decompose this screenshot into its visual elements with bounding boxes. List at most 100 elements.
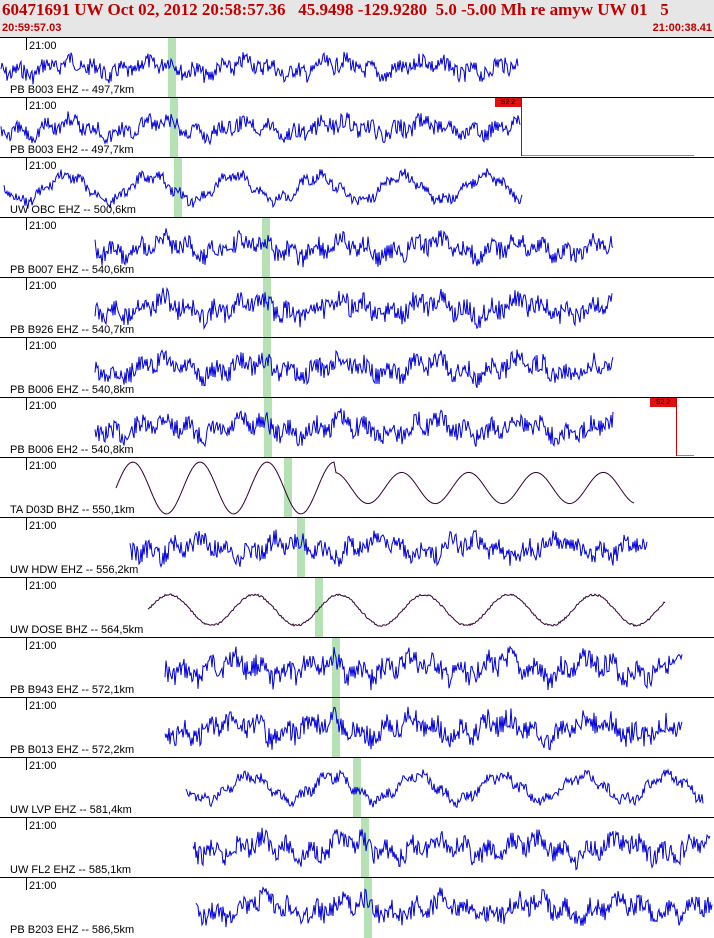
pick-marker[interactable] — [263, 338, 271, 398]
station-label: UW HDW EHZ -- 556,2km — [10, 564, 139, 576]
pick-marker[interactable] — [361, 818, 369, 878]
trace-panel[interactable]: 21:00 PB B007 EHZ -- 540,6km — [0, 217, 714, 278]
window-start-time: 20:59:57.03 — [2, 22, 62, 34]
trace-panel[interactable]: 21:00 UW FL2 EHZ -- 585,1km — [0, 817, 714, 878]
trace-panel[interactable]: 21:00 PB B203 EHZ -- 586,5km — [0, 877, 714, 938]
phase-flag[interactable]: S2 2 — [495, 98, 521, 107]
event-header: 60471691 UW Oct 02, 2012 20:58:57.36 45.… — [0, 0, 714, 37]
waveform-trace — [129, 529, 648, 569]
time-tick — [26, 398, 27, 410]
waveform-line — [94, 349, 614, 389]
waveform-line — [115, 461, 635, 515]
time-tick — [26, 758, 27, 770]
station-label: PB B203 EHZ -- 586,5km — [10, 924, 135, 936]
time-tick — [26, 638, 27, 650]
trace-panel[interactable]: 21:00 S2 2 PB B003 EH2 -- 497,7km — [0, 97, 714, 158]
waveform-trace — [94, 228, 614, 268]
time-tick-label: 21:00 — [29, 700, 57, 712]
waveform-line — [195, 886, 713, 928]
waveform-trace — [0, 111, 521, 146]
phase-flag-line — [676, 398, 677, 456]
flat-segment — [522, 155, 694, 156]
time-tick-label: 21:00 — [29, 280, 57, 292]
waveform-line — [147, 593, 666, 627]
station-label: PB B003 EHZ -- 497,7km — [10, 84, 135, 96]
waveform-trace — [3, 168, 523, 210]
trace-panel[interactable]: 21:00 PB B926 EHZ -- 540,7km — [0, 277, 714, 338]
time-tick-label: 21:00 — [29, 340, 57, 352]
phase-flag[interactable]: S2 2 — [650, 398, 676, 407]
phase-flag-line — [521, 98, 522, 156]
station-label: UW DOSE BHZ -- 564,5km — [10, 624, 144, 636]
station-label: UW LVP EHZ -- 581,4km — [10, 804, 132, 816]
trace-panel[interactable]: 21:00 UW DOSE BHZ -- 564,5km — [0, 577, 714, 638]
time-tick-label: 21:00 — [29, 160, 57, 172]
trace-panel[interactable]: 21:00 PB B013 EHZ -- 572,2km — [0, 697, 714, 758]
waveform-line — [0, 111, 521, 146]
time-tick-label: 21:00 — [29, 820, 57, 832]
trace-panel[interactable]: 21:00 PB B943 EHZ -- 572,1km — [0, 637, 714, 698]
waveform-line — [94, 408, 614, 448]
time-tick — [26, 518, 27, 530]
pick-marker[interactable] — [284, 458, 292, 518]
pick-marker[interactable] — [332, 698, 340, 758]
station-label: PB B007 EHZ -- 540,6km — [10, 264, 135, 276]
pick-marker[interactable] — [263, 278, 271, 338]
station-label: PB B006 EHZ -- 540,8km — [10, 384, 135, 396]
time-tick-label: 21:00 — [29, 580, 57, 592]
trace-panel[interactable]: 21:00 TA D03D BHZ -- 550,1km — [0, 457, 714, 518]
waveform-line — [192, 827, 711, 871]
pick-marker[interactable] — [332, 638, 340, 698]
time-tick — [26, 818, 27, 830]
pick-marker[interactable] — [174, 158, 182, 218]
waveform-line — [0, 51, 519, 85]
waveform-trace — [192, 827, 711, 871]
waveform-trace — [164, 706, 683, 751]
trace-panel[interactable]: 21:00 UW OBC EHZ -- 500,6km — [0, 157, 714, 218]
time-tick — [26, 578, 27, 590]
waveform-line — [164, 645, 683, 691]
time-tick-label: 21:00 — [29, 40, 57, 52]
time-tick-label: 21:00 — [29, 460, 57, 472]
station-label: PB B926 EHZ -- 540,7km — [10, 324, 135, 336]
time-tick — [26, 218, 27, 230]
time-tick-label: 21:00 — [29, 520, 57, 532]
station-label: UW OBC EHZ -- 500,6km — [10, 204, 136, 216]
seismogram-panels[interactable]: 21:00 PB B003 EHZ -- 497,7km 21:00 S2 2 PB B… — [0, 37, 714, 938]
time-tick-label: 21:00 — [29, 100, 57, 112]
trace-panel[interactable]: 21:00 PB B003 EHZ -- 497,7km — [0, 37, 714, 98]
pick-marker[interactable] — [297, 518, 305, 578]
waveform-line — [164, 706, 683, 751]
waveform-line — [94, 228, 614, 268]
flat-segment — [677, 455, 694, 456]
time-tick-label: 21:00 — [29, 760, 57, 772]
waveform-trace — [185, 768, 704, 809]
trace-panel[interactable]: 21:00 UW LVP EHZ -- 581,4km — [0, 757, 714, 818]
time-tick — [26, 338, 27, 350]
time-tick — [26, 278, 27, 290]
window-end-time: 21:00:38.41 — [652, 22, 712, 34]
pick-marker[interactable] — [170, 98, 178, 158]
waveform-trace — [115, 461, 635, 515]
time-tick-label: 21:00 — [29, 880, 57, 892]
time-tick — [26, 878, 27, 890]
waveform-trace — [94, 286, 613, 330]
station-label: UW FL2 EHZ -- 585,1km — [10, 864, 132, 876]
waveform-trace — [195, 886, 713, 928]
pick-marker[interactable] — [168, 38, 176, 98]
waveform-trace — [0, 51, 519, 85]
station-label: PB B006 EH2 -- 540,8km — [10, 444, 134, 456]
station-label: PB B013 EHZ -- 572,2km — [10, 744, 135, 756]
pick-marker[interactable] — [264, 398, 272, 458]
trace-panel[interactable]: 21:00 S2 2 PB B006 EH2 -- 540,8km — [0, 397, 714, 458]
waveform-line — [3, 168, 523, 210]
trace-panel[interactable]: 21:00 UW HDW EHZ -- 556,2km — [0, 517, 714, 578]
event-title: 60471691 UW Oct 02, 2012 20:58:57.36 45.… — [2, 0, 669, 19]
trace-panel[interactable]: 21:00 PB B006 EHZ -- 540,8km — [0, 337, 714, 398]
time-tick — [26, 158, 27, 170]
pick-marker[interactable] — [262, 218, 270, 278]
waveform-trace — [164, 645, 683, 691]
waveform-line — [129, 529, 648, 569]
time-tick-label: 21:00 — [29, 220, 57, 232]
station-label: TA D03D BHZ -- 550,1km — [10, 504, 135, 516]
